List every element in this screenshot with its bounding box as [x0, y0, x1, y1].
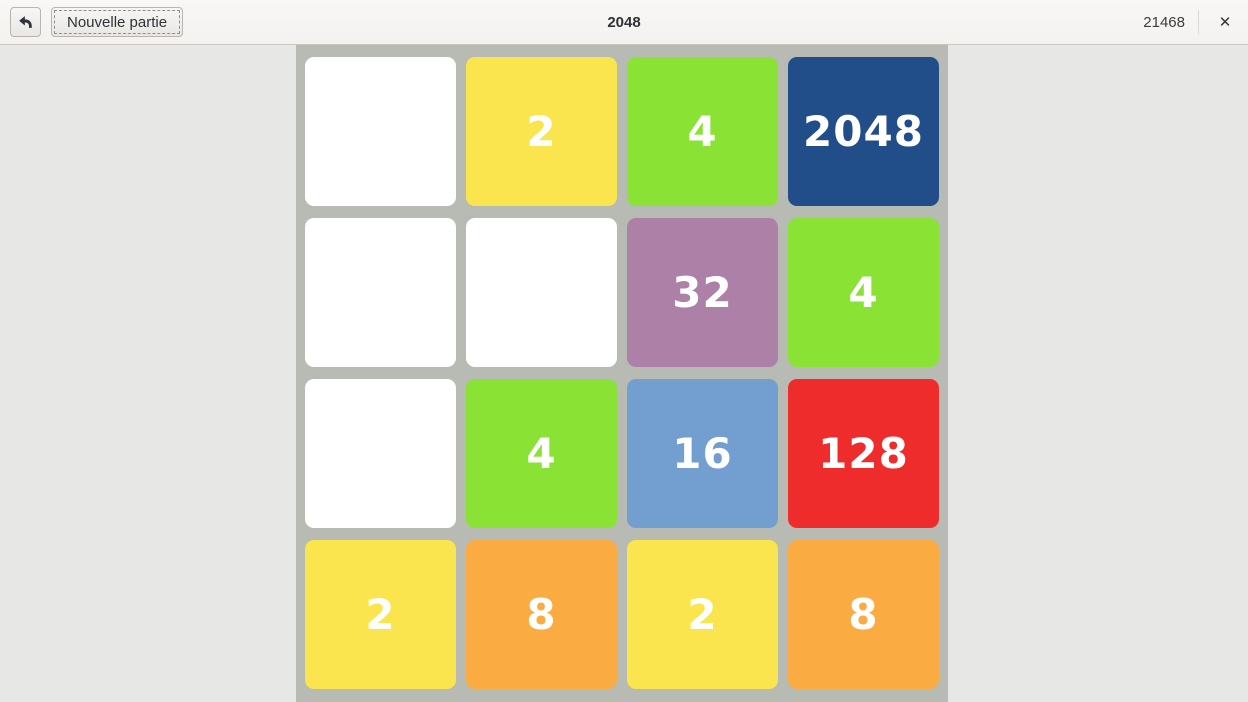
- tile-8: 8: [788, 540, 939, 689]
- tile-2: 2: [627, 540, 778, 689]
- header-separator: [1198, 10, 1199, 34]
- score-value: 21468: [1143, 13, 1185, 31]
- tile-4: 4: [627, 57, 778, 206]
- undo-icon: [17, 14, 34, 31]
- game-board: 2 4 2048 32 4 4 16 128 2 8 2 8: [296, 45, 948, 702]
- header-bar: Nouvelle partie 2048 21468 ✕: [0, 0, 1248, 45]
- window-title: 2048: [607, 13, 641, 31]
- tile-32: 32: [627, 218, 778, 367]
- tile-4: 4: [788, 218, 939, 367]
- tile-empty: [466, 218, 617, 367]
- tile-2: 2: [305, 540, 456, 689]
- main-area: 2 4 2048 32 4 4 16 128 2 8 2 8: [0, 45, 1248, 702]
- tile-empty: [305, 218, 456, 367]
- undo-button[interactable]: [10, 7, 41, 37]
- tile-2: 2: [466, 57, 617, 206]
- tile-empty: [305, 57, 456, 206]
- header-right: 21468 ✕: [1143, 9, 1238, 35]
- tile-128: 128: [788, 379, 939, 528]
- close-icon[interactable]: ✕: [1218, 14, 1232, 31]
- tile-2048: 2048: [788, 57, 939, 206]
- new-game-button[interactable]: Nouvelle partie: [51, 7, 184, 37]
- tile-empty: [305, 379, 456, 528]
- tile-4: 4: [466, 379, 617, 528]
- tile-8: 8: [466, 540, 617, 689]
- tile-16: 16: [627, 379, 778, 528]
- new-game-label: Nouvelle partie: [67, 13, 168, 31]
